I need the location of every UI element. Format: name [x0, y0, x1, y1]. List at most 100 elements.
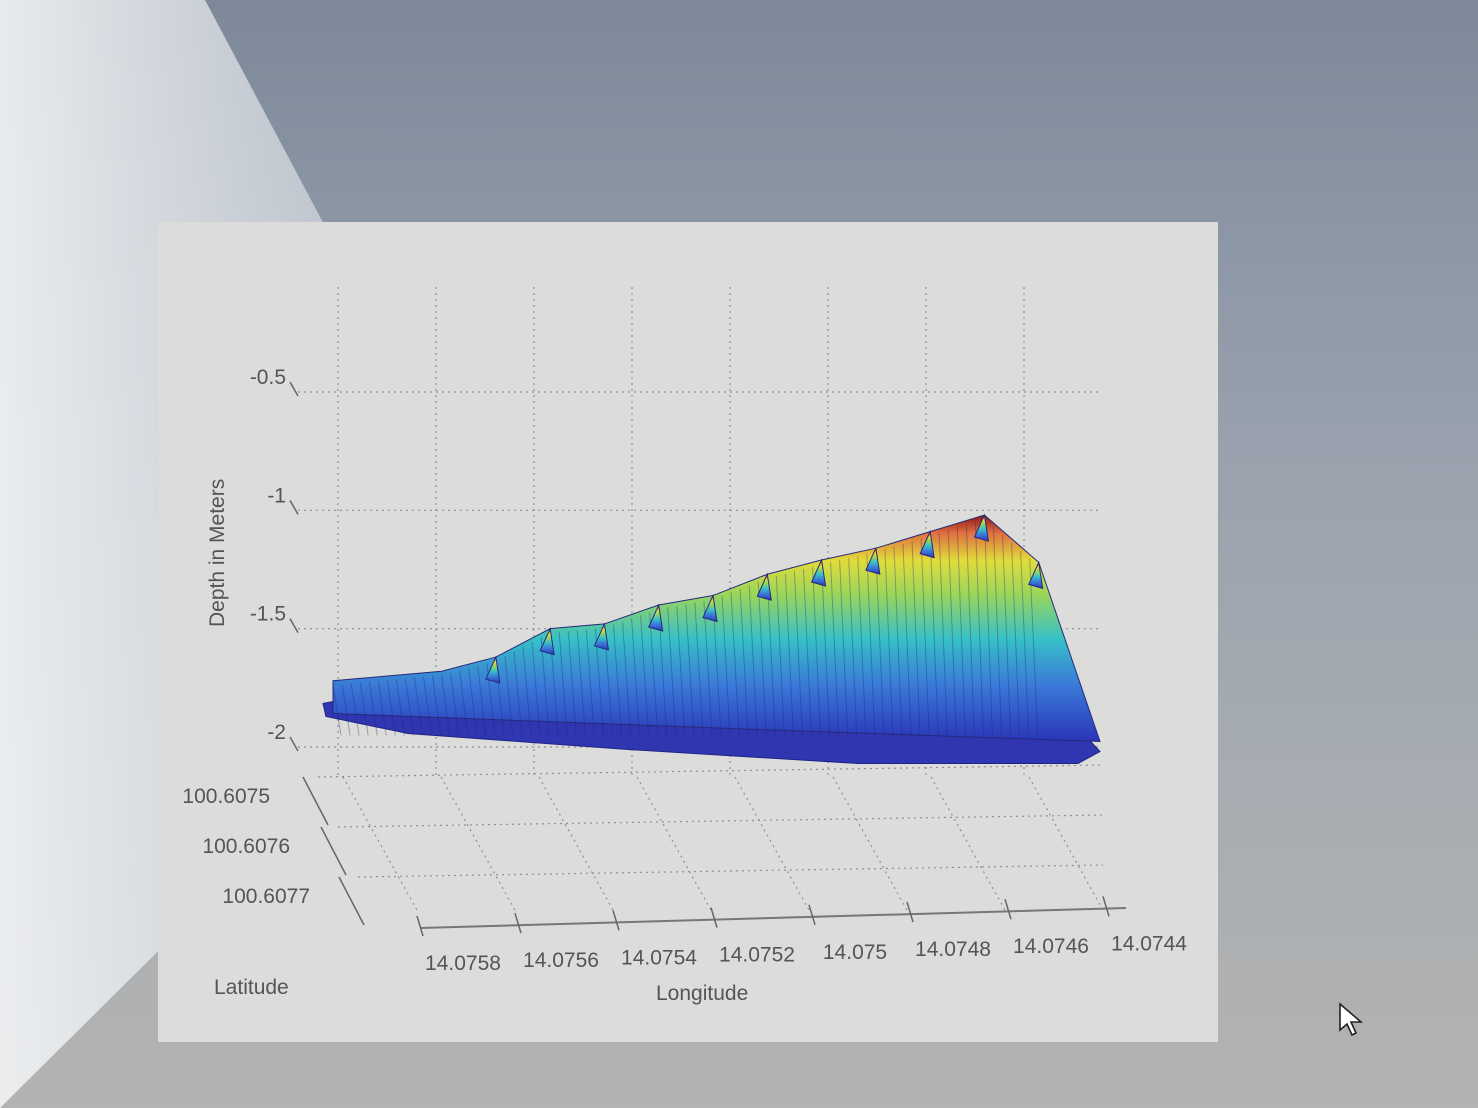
surface-peak: [485, 655, 501, 684]
y-tick-label: 100.6075: [182, 785, 270, 808]
surface-mesh-line: [947, 530, 957, 736]
surface-mesh-line: [422, 676, 432, 736]
surface-peak: [919, 529, 935, 559]
surface-peak: [973, 513, 990, 542]
surface-mesh-line: [504, 656, 514, 736]
z-tick-label: -2: [267, 721, 286, 744]
surface-mesh-line: [902, 543, 912, 736]
surface-mesh-line: [784, 573, 794, 736]
surface-peak: [810, 558, 827, 587]
surface-mesh-line: [848, 558, 858, 736]
surface-mesh-line: [830, 562, 840, 736]
grid-line-floor-depth: [440, 776, 517, 913]
surface-mesh-line: [612, 624, 622, 736]
surface-mesh-line: [956, 527, 966, 736]
grid-line-floor-depth: [1028, 776, 1105, 913]
surface-peak: [593, 622, 610, 651]
surface-mesh-line: [920, 538, 930, 736]
surface-mesh-line: [812, 566, 822, 736]
z-axis-label: Depth in Meters: [206, 479, 229, 627]
surface-mesh-line: [983, 519, 993, 736]
grid-line-floor: [357, 864, 1104, 878]
x-tick-label: 14.0756: [523, 949, 599, 972]
surface-plot: -0.5 -1 -1.5 -2 100.6075 100.6076 100.6077 14.0…: [182, 287, 1187, 1005]
y-tick-label: 100.6077: [222, 885, 310, 908]
surface-mesh-line: [640, 615, 650, 736]
y-tick-mark: [320, 826, 347, 876]
surface-mesh-line: [585, 629, 595, 736]
grid-line-floor-depth: [538, 776, 615, 913]
surface-mesh-line: [965, 524, 975, 736]
surface-mesh-line: [857, 556, 867, 736]
surface-mesh-line: [766, 578, 776, 736]
grid-line-floor-depth: [930, 776, 1007, 913]
surface-mesh-line: [377, 680, 387, 736]
x-tick-label: 14.0752: [719, 944, 795, 967]
surface-mesh-line: [748, 585, 758, 736]
grid-line-floor: [317, 764, 1104, 778]
grid-line-floor-depth: [342, 776, 419, 913]
surface-mesh-line: [992, 526, 1002, 736]
grid-line-floor-depth: [734, 776, 811, 913]
surface-mesh-line: [821, 564, 831, 736]
surface-mesh-line: [649, 612, 659, 736]
surface-mesh-line: [350, 683, 360, 736]
y-tick-mark: [302, 776, 329, 826]
x-tick-mark: [612, 910, 620, 931]
surface-mesh-line: [703, 601, 713, 736]
surface-mesh-line: [712, 599, 722, 736]
surface-mesh-line: [875, 552, 885, 736]
z-tick-label: -1.5: [250, 603, 286, 626]
depth-surface: [322, 513, 1101, 764]
z-tick-label: -1: [267, 484, 286, 507]
x-tick-mark: [514, 912, 522, 934]
surface-mesh-line: [558, 631, 568, 736]
surface-mesh-line: [459, 670, 469, 736]
surface-mesh-line: [622, 621, 632, 736]
y-tick-mark: [338, 876, 365, 926]
surface-mesh-line: [368, 681, 378, 736]
z-tick-mark: [289, 381, 299, 397]
surface-mesh-line: [1020, 550, 1030, 736]
x-tick-mark: [1004, 898, 1012, 920]
x-axis-label: Longitude: [656, 982, 748, 1005]
surface-mesh-line: [522, 646, 532, 736]
surface-peak: [756, 572, 772, 601]
x-tick-label: 14.0748: [915, 938, 991, 961]
z-tick-label: -0.5: [250, 366, 286, 389]
surface-mesh-line: [386, 679, 396, 736]
surface-peak: [702, 593, 718, 623]
x-tick-label: 14.0758: [425, 952, 501, 975]
figure-panel: -0.5 -1 -1.5 -2 100.6075 100.6076 100.6077 14.0…: [158, 222, 1218, 1042]
surface-mesh-line: [866, 554, 876, 736]
surface-mesh-line: [938, 532, 948, 736]
x-axis-line: [419, 907, 1127, 929]
surface-mesh-line: [468, 668, 478, 736]
surface-mesh-line: [477, 665, 487, 736]
surface-mesh-line: [685, 604, 695, 736]
y-axis-label: Latitude: [214, 976, 289, 999]
surface-mesh-line: [395, 679, 405, 736]
surface-mesh-line: [631, 618, 641, 736]
surface-mesh-line: [341, 683, 351, 736]
y-tick-label: 100.6076: [202, 835, 290, 858]
surface-mesh-line: [911, 541, 921, 736]
surface-mesh-line: [694, 602, 704, 736]
surface-mesh-line: [359, 682, 369, 736]
surface-mesh-line: [413, 677, 423, 736]
surface-mesh-line: [721, 595, 731, 736]
grid-line-floor-depth: [636, 776, 713, 913]
surface-mesh-line: [540, 637, 550, 736]
surface-mesh-line: [450, 672, 460, 736]
surface-mesh-line: [839, 560, 849, 736]
surface-mesh-line: [793, 571, 803, 736]
surface-mesh-line: [676, 605, 686, 736]
surface-mesh-line: [730, 592, 740, 736]
surface-mesh-line: [531, 642, 541, 736]
surface-peak: [1028, 560, 1044, 590]
surface-mesh-line: [667, 607, 677, 736]
surface-peak: [865, 546, 881, 575]
z-tick-mark: [289, 618, 299, 634]
x-tick-label: 14.075: [823, 941, 887, 964]
x-tick-mark: [808, 904, 816, 926]
